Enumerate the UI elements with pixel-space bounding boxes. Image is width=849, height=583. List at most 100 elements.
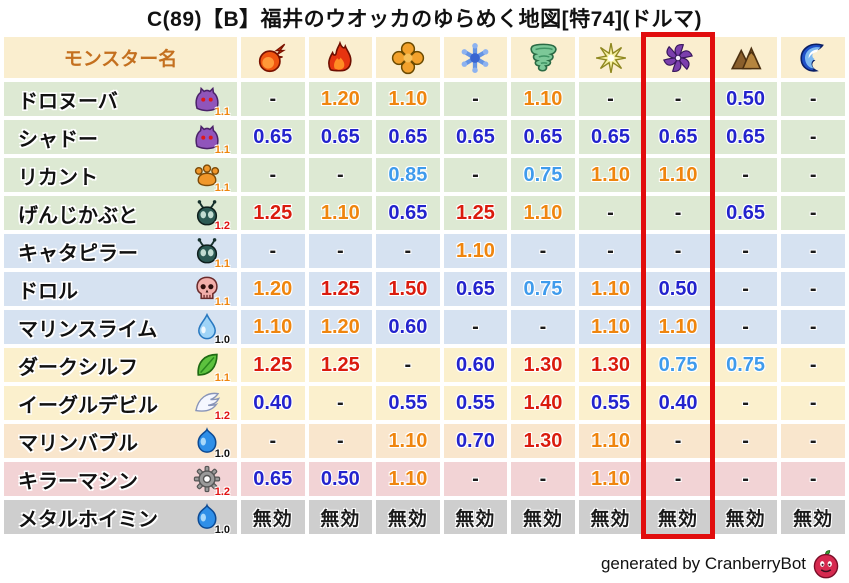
value-cell-io: - bbox=[376, 348, 440, 382]
monster-name: キラーマシン bbox=[18, 470, 138, 493]
resistance-value: 1.20 bbox=[320, 315, 360, 338]
purple-blob-icon: 1.1 bbox=[193, 85, 230, 118]
value-cell-hyado: 1.25 bbox=[443, 196, 508, 230]
value-cell-doruma: 0.65 bbox=[646, 120, 710, 154]
wave-icon bbox=[781, 41, 845, 75]
value-cell-io: 0.60 bbox=[376, 310, 440, 344]
monster-level-multiplier-badge: 1.1 bbox=[214, 296, 230, 308]
leaf-icon: 1.1 bbox=[193, 351, 230, 384]
value-cell-earth: 0.50 bbox=[713, 82, 778, 116]
value-cell-earth: - bbox=[713, 310, 778, 344]
monster-name: マリンバブル bbox=[18, 432, 138, 455]
value-cell-io: - bbox=[376, 234, 440, 268]
resistance-value: - bbox=[674, 239, 682, 262]
resistance-value: 0.65 bbox=[455, 277, 495, 300]
resistance-value: 0.65 bbox=[388, 201, 428, 224]
resistance-value: - bbox=[674, 87, 682, 110]
value-cell-io: 無効 bbox=[376, 500, 440, 534]
value-cell-bagi: 無効 bbox=[511, 500, 575, 534]
value-cell-earth: 0.65 bbox=[713, 120, 778, 154]
drop-icon: 1.0 bbox=[193, 313, 230, 346]
flame-icon bbox=[309, 40, 373, 75]
value-cell-gira: - bbox=[308, 158, 373, 192]
resistance-value: 0.40 bbox=[658, 391, 698, 414]
purple-blob-icon: 1.1 bbox=[193, 123, 230, 156]
column-header-io bbox=[376, 37, 440, 78]
monster-level-multiplier-badge: 1.2 bbox=[214, 220, 230, 232]
value-cell-io: 1.10 bbox=[376, 82, 440, 116]
value-cell-doruma: - bbox=[646, 82, 710, 116]
resistance-value: 1.10 bbox=[523, 201, 563, 224]
value-cell-earth: - bbox=[713, 234, 778, 268]
monster-name-cell: リカント 1.1 bbox=[4, 158, 237, 194]
resistance-value: - bbox=[809, 239, 817, 262]
resistance-value: 0.55 bbox=[591, 391, 630, 414]
paw-icon: 1.1 bbox=[193, 161, 230, 194]
cranberry-slime-icon bbox=[811, 549, 841, 579]
slime-icon: 1.0 bbox=[193, 427, 230, 460]
monster-row-3: げんじかぶと 1.2 1.25 1.10 0.65 1.25 1.10 - - 0.65 - bbox=[4, 196, 845, 232]
value-cell-doruma: - bbox=[646, 234, 710, 268]
skull-icon: 1.1 bbox=[193, 275, 230, 308]
value-cell-mera: 0.65 bbox=[241, 120, 305, 154]
value-cell-gira: 無効 bbox=[308, 500, 373, 534]
resistance-value: 無効 bbox=[658, 508, 699, 530]
resistance-value: 1.10 bbox=[591, 467, 630, 490]
resistance-value: - bbox=[269, 87, 277, 110]
monster-name: ダークシルフ bbox=[18, 356, 138, 379]
value-cell-doruma: 1.10 bbox=[646, 310, 710, 344]
value-cell-doruma: 1.10 bbox=[646, 158, 710, 192]
resistance-value: - bbox=[336, 239, 344, 262]
monster-name: ドロル bbox=[18, 280, 78, 303]
resistance-value: - bbox=[404, 239, 412, 262]
value-cell-bagi: - bbox=[511, 310, 575, 344]
resistance-value: 1.25 bbox=[320, 277, 360, 300]
resistance-value: 無効 bbox=[320, 508, 361, 530]
resistance-value: - bbox=[269, 239, 277, 262]
tornado-icon bbox=[511, 41, 575, 75]
gear-icon: 1.2 bbox=[193, 465, 230, 498]
resistance-value: 0.85 bbox=[388, 163, 428, 186]
value-cell-doruma: 0.50 bbox=[646, 272, 710, 306]
value-cell-earth: 無効 bbox=[713, 500, 778, 534]
value-cell-water: - bbox=[781, 234, 845, 268]
value-cell-water: - bbox=[781, 310, 845, 344]
value-cell-earth: - bbox=[713, 386, 778, 420]
resistance-value: 無効 bbox=[387, 508, 428, 530]
value-cell-hyado: - bbox=[443, 158, 508, 192]
value-cell-hyado: 0.55 bbox=[443, 386, 508, 420]
resistance-value: - bbox=[742, 391, 749, 414]
resistance-value: - bbox=[809, 467, 817, 490]
resistance-value: 1.10 bbox=[658, 315, 698, 338]
resistance-value: - bbox=[539, 467, 547, 490]
value-cell-water: - bbox=[781, 386, 845, 420]
value-cell-gira: - bbox=[308, 424, 373, 458]
resistance-value: - bbox=[809, 353, 817, 376]
wing-icon: 1.2 bbox=[193, 389, 230, 422]
value-cell-doruma: 0.40 bbox=[646, 386, 710, 420]
resistance-value: - bbox=[404, 353, 412, 376]
resistance-value: - bbox=[607, 239, 614, 262]
monster-name-cell: ドロル 1.1 bbox=[4, 272, 237, 308]
value-cell-gira: 1.25 bbox=[308, 272, 373, 306]
value-cell-earth: 0.65 bbox=[713, 196, 778, 230]
resistance-value: 0.40 bbox=[253, 391, 293, 414]
column-header-doruma bbox=[646, 37, 710, 78]
value-cell-earth: 0.75 bbox=[713, 348, 778, 382]
resistance-value: - bbox=[472, 87, 479, 110]
column-header-bagi bbox=[511, 37, 575, 78]
value-cell-hyado: 0.65 bbox=[443, 120, 508, 154]
value-cell-dein: 1.10 bbox=[578, 424, 643, 458]
fireball-icon bbox=[241, 41, 305, 75]
resistance-value: 0.50 bbox=[726, 87, 766, 110]
resistance-value: - bbox=[809, 163, 817, 186]
monster-row-5: ドロル 1.1 1.20 1.25 1.50 0.65 0.75 1.10 0.50 - - bbox=[4, 272, 845, 308]
resistance-value: 1.10 bbox=[658, 163, 698, 186]
value-cell-doruma: - bbox=[646, 462, 710, 496]
resistance-value: - bbox=[607, 87, 614, 110]
resistance-value: 無効 bbox=[793, 508, 834, 530]
value-cell-bagi: 1.10 bbox=[511, 196, 575, 230]
value-cell-mera: - bbox=[241, 424, 305, 458]
resistance-value: - bbox=[742, 467, 749, 490]
value-cell-bagi: - bbox=[511, 234, 575, 268]
